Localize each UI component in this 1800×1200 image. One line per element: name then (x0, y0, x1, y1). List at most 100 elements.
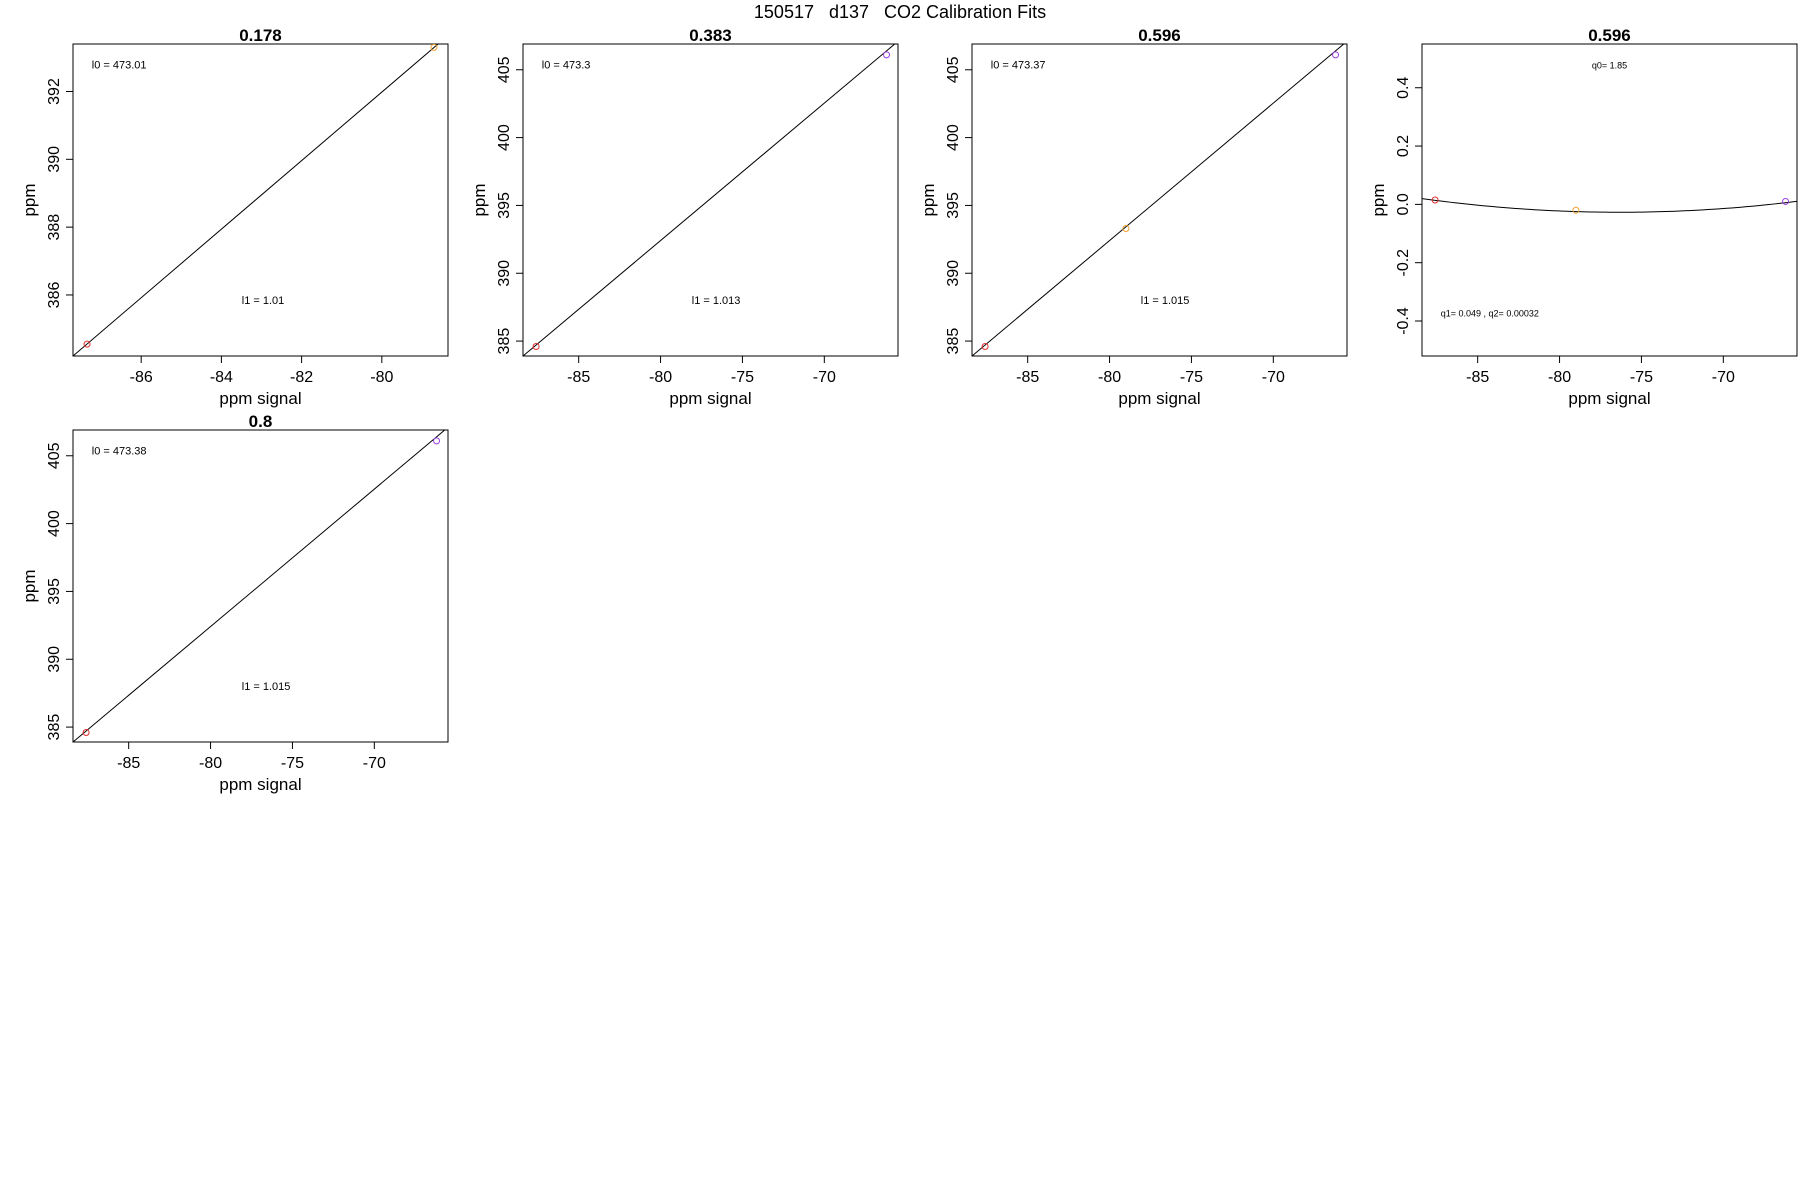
fit-line (972, 44, 1345, 356)
annotation-value: 1.013 (713, 295, 741, 307)
x-tick-label: -75 (281, 755, 304, 772)
y-tick-label: 405 (945, 56, 962, 83)
chart-panel-2: 0.383 -85 -80 -75 -70 ppm signal 385 390 395 400 4… (470, 26, 899, 408)
y-tick-label: 385 (496, 328, 513, 355)
fit-annotation: l1 = 1.015 (1141, 295, 1190, 307)
annotation-value: 1.85 (1610, 60, 1628, 70)
fit-curve (1422, 198, 1797, 213)
y-axis-label: ppm (919, 183, 938, 216)
x-tick-label: -75 (1630, 369, 1653, 386)
y-tick-label: 390 (496, 260, 513, 287)
fit-annotation: l1 = 1.013 (692, 295, 741, 307)
y-tick-label: 395 (46, 578, 63, 605)
y-tick-label: 405 (46, 442, 63, 469)
x-tick-label: -82 (290, 369, 313, 386)
fit-layer (73, 430, 446, 742)
chart-title: 0.383 (689, 26, 732, 45)
x-tick-label: -70 (1262, 369, 1285, 386)
x-axis-label: ppm signal (1118, 389, 1200, 408)
x-tick-label: -80 (370, 369, 393, 386)
data-point (532, 343, 540, 351)
y-tick-label: 386 (46, 282, 63, 309)
y-tick-label: 390 (46, 646, 63, 673)
fit-layer (1422, 198, 1797, 213)
y-axis-label: ppm (20, 183, 39, 216)
fit-annotation: q1= 0.049 , q2= 0.00032 (1441, 308, 1539, 318)
annotation-value: 0.00032 (1506, 308, 1539, 318)
data-point (433, 437, 441, 445)
y-axis-label: ppm (470, 183, 489, 216)
chart-title: 0.8 (249, 412, 273, 431)
data-point (1431, 196, 1439, 204)
x-tick-label: -70 (1712, 369, 1735, 386)
fit-annotation: l0 = 473.01 (92, 59, 147, 71)
x-tick-label: -85 (1466, 369, 1489, 386)
x-tick-label: -86 (130, 369, 153, 386)
data-point (82, 729, 90, 737)
fit-layer (523, 44, 896, 356)
y-tick-label: 0.0 (1395, 193, 1412, 215)
y-tick-label: -0.2 (1395, 249, 1412, 277)
y-tick-label: 0.2 (1395, 135, 1412, 157)
y-tick-label: 388 (46, 214, 63, 241)
y-tick-label: 400 (945, 124, 962, 151)
annotation-label: l0 = (542, 59, 563, 71)
y-tick-label: 390 (945, 260, 962, 287)
x-axis-label: ppm signal (219, 389, 301, 408)
fit-annotation: q0= 1.85 (1592, 60, 1627, 70)
x-axis-label: ppm signal (1568, 389, 1650, 408)
data-point (883, 51, 891, 59)
y-axis-label: ppm (1369, 183, 1388, 216)
data-point (1572, 206, 1580, 214)
annotation-value: 473.3 (563, 59, 591, 71)
x-tick-label: -85 (567, 369, 590, 386)
y-axis-label: ppm (20, 569, 39, 602)
x-tick-label: -70 (813, 369, 836, 386)
y-tick-label: 405 (496, 56, 513, 83)
x-tick-label: -80 (199, 755, 222, 772)
annotation-label: q0= (1592, 60, 1610, 70)
y-tick-label: 392 (46, 78, 63, 105)
x-tick-label: -85 (117, 755, 140, 772)
chart-title: 0.596 (1588, 26, 1631, 45)
annotation-label: l1 = (242, 295, 263, 307)
x-tick-label: -70 (363, 755, 386, 772)
y-tick-label: 390 (46, 146, 63, 173)
x-tick-label: -84 (210, 369, 233, 386)
annotation-label: l0 = (991, 59, 1012, 71)
data-point (430, 43, 438, 51)
x-tick-label: -80 (649, 369, 672, 386)
y-tick-label: 385 (46, 714, 63, 741)
annotation-label: l0 = (92, 445, 113, 457)
y-tick-label: 395 (496, 192, 513, 219)
y-tick-label: -0.4 (1395, 307, 1412, 335)
x-axis-label: ppm signal (219, 775, 301, 794)
x-tick-label: -80 (1098, 369, 1121, 386)
annotation-label: l0 = (92, 59, 113, 71)
data-point (981, 343, 989, 351)
annotation-value: 1.015 (263, 681, 291, 693)
annotation-label: l1 = (692, 295, 713, 307)
chart-title: 0.178 (239, 26, 282, 45)
y-tick-label: 385 (945, 328, 962, 355)
fit-annotation: l0 = 473.37 (991, 59, 1046, 71)
annotation-label: l1 = (1141, 295, 1162, 307)
y-tick-label: 400 (46, 510, 63, 537)
fit-line (73, 430, 446, 742)
annotation-value: 473.37 (1012, 59, 1046, 71)
annotation-value: 473.38 (113, 445, 147, 457)
data-point (1782, 197, 1790, 205)
chart-panel-3: 0.596 -85 -80 -75 -70 ppm signal 385 390 395 400 4… (919, 26, 1348, 408)
x-tick-label: -75 (1180, 369, 1203, 386)
annotation-value: 1.015 (1162, 295, 1190, 307)
x-tick-label: -75 (731, 369, 754, 386)
fit-layer (73, 44, 439, 356)
fit-line (523, 44, 896, 356)
data-point (83, 340, 91, 348)
fit-annotation: l1 = 1.015 (242, 681, 291, 693)
fit-annotation: l0 = 473.3 (542, 59, 591, 71)
figure-title: 150517 d137 CO2 Calibration Fits (753, 2, 1047, 22)
fit-layer (972, 44, 1345, 356)
